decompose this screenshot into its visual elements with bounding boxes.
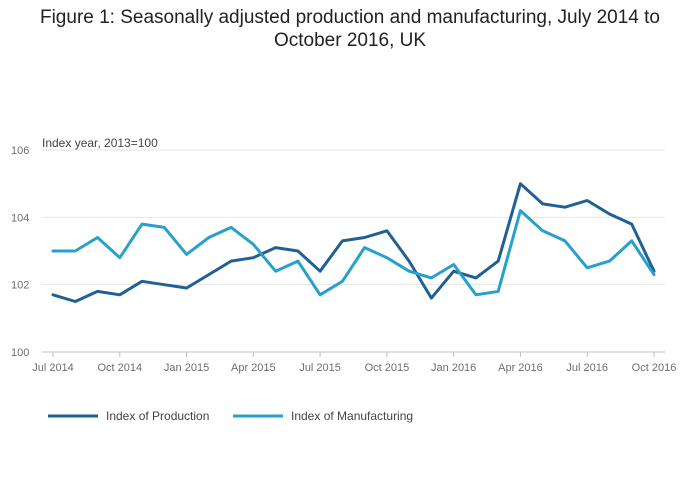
data-point[interactable] [51, 249, 55, 253]
data-point[interactable] [251, 242, 255, 246]
series-line-production[interactable] [51, 182, 656, 303]
data-point[interactable] [385, 256, 389, 260]
data-point[interactable] [296, 249, 300, 253]
data-point[interactable] [251, 256, 255, 260]
data-point[interactable] [429, 296, 433, 300]
x-tick-label: Oct 2016 [632, 362, 677, 374]
data-point[interactable] [296, 259, 300, 263]
data-point[interactable] [585, 199, 589, 203]
data-point[interactable] [51, 293, 55, 297]
data-point[interactable] [118, 293, 122, 297]
data-point[interactable] [630, 239, 634, 243]
data-point[interactable] [207, 273, 211, 277]
data-point[interactable] [73, 300, 77, 304]
y-tick-label: 100 [11, 347, 29, 359]
data-point[interactable] [185, 252, 189, 256]
legend-item-production[interactable]: Index of Production [48, 409, 209, 423]
data-point[interactable] [407, 269, 411, 273]
y-tick-label: 102 [11, 280, 29, 292]
data-point[interactable] [363, 246, 367, 250]
data-point[interactable] [585, 266, 589, 270]
data-point[interactable] [185, 286, 189, 290]
data-point[interactable] [140, 222, 144, 226]
data-point[interactable] [207, 236, 211, 240]
legend-label: Index of Manufacturing [291, 409, 413, 423]
legend-item-manufacturing[interactable]: Index of Manufacturing [233, 409, 413, 423]
data-point[interactable] [474, 276, 478, 280]
data-point[interactable] [496, 259, 500, 263]
data-point[interactable] [630, 222, 634, 226]
data-point[interactable] [607, 212, 611, 216]
data-point[interactable] [363, 236, 367, 240]
series-layer [51, 182, 656, 304]
data-point[interactable] [340, 279, 344, 283]
data-point[interactable] [541, 202, 545, 206]
data-point[interactable] [652, 273, 656, 277]
y-axis: 100 102 104 106 [11, 145, 29, 359]
x-tick-label: Oct 2015 [365, 362, 410, 374]
legend-label: Index of Production [106, 409, 209, 423]
data-point[interactable] [607, 259, 611, 263]
x-tick-label: Jul 2016 [566, 362, 608, 374]
data-point[interactable] [563, 205, 567, 209]
x-tick-label: Jan 2016 [431, 362, 476, 374]
data-point[interactable] [541, 229, 545, 233]
chart-title: Figure 1: Seasonally adjusted production… [39, 7, 660, 51]
data-point[interactable] [162, 225, 166, 229]
x-tick-label: Apr 2016 [498, 362, 543, 374]
data-point[interactable] [229, 259, 233, 263]
data-point[interactable] [140, 279, 144, 283]
grid-lines [42, 149, 665, 353]
data-point[interactable] [96, 289, 100, 293]
x-axis: Jul 2014 Oct 2014 Jan 2015 Apr 2015 Jul 2015… [32, 352, 676, 374]
x-tick-label: Jan 2015 [164, 362, 209, 374]
data-point[interactable] [474, 293, 478, 297]
x-tick-label: Jul 2014 [32, 362, 74, 374]
data-point[interactable] [563, 239, 567, 243]
data-point[interactable] [496, 289, 500, 293]
data-point[interactable] [385, 229, 389, 233]
data-point[interactable] [229, 225, 233, 229]
data-point[interactable] [429, 276, 433, 280]
data-point[interactable] [340, 239, 344, 243]
data-point[interactable] [407, 259, 411, 263]
legend: Index of Production Index of Manufacturin… [48, 409, 413, 423]
data-point[interactable] [452, 269, 456, 273]
data-point[interactable] [274, 269, 278, 273]
x-tick-label: Apr 2015 [231, 362, 276, 374]
y-tick-label: 106 [11, 145, 29, 157]
series-line-manufacturing[interactable] [51, 209, 656, 297]
data-point[interactable] [118, 256, 122, 260]
data-point[interactable] [73, 249, 77, 253]
data-point[interactable] [518, 209, 522, 213]
x-tick-label: Jul 2015 [299, 362, 341, 374]
data-point[interactable] [318, 293, 322, 297]
x-tick-label: Oct 2014 [97, 362, 142, 374]
y-tick-label: 104 [11, 212, 29, 224]
data-point[interactable] [452, 262, 456, 266]
data-point[interactable] [518, 182, 522, 186]
data-point[interactable] [274, 246, 278, 250]
y-axis-unit-label: Index year, 2013=100 [42, 136, 158, 150]
data-point[interactable] [96, 236, 100, 240]
data-point[interactable] [162, 283, 166, 287]
data-point[interactable] [318, 269, 322, 273]
